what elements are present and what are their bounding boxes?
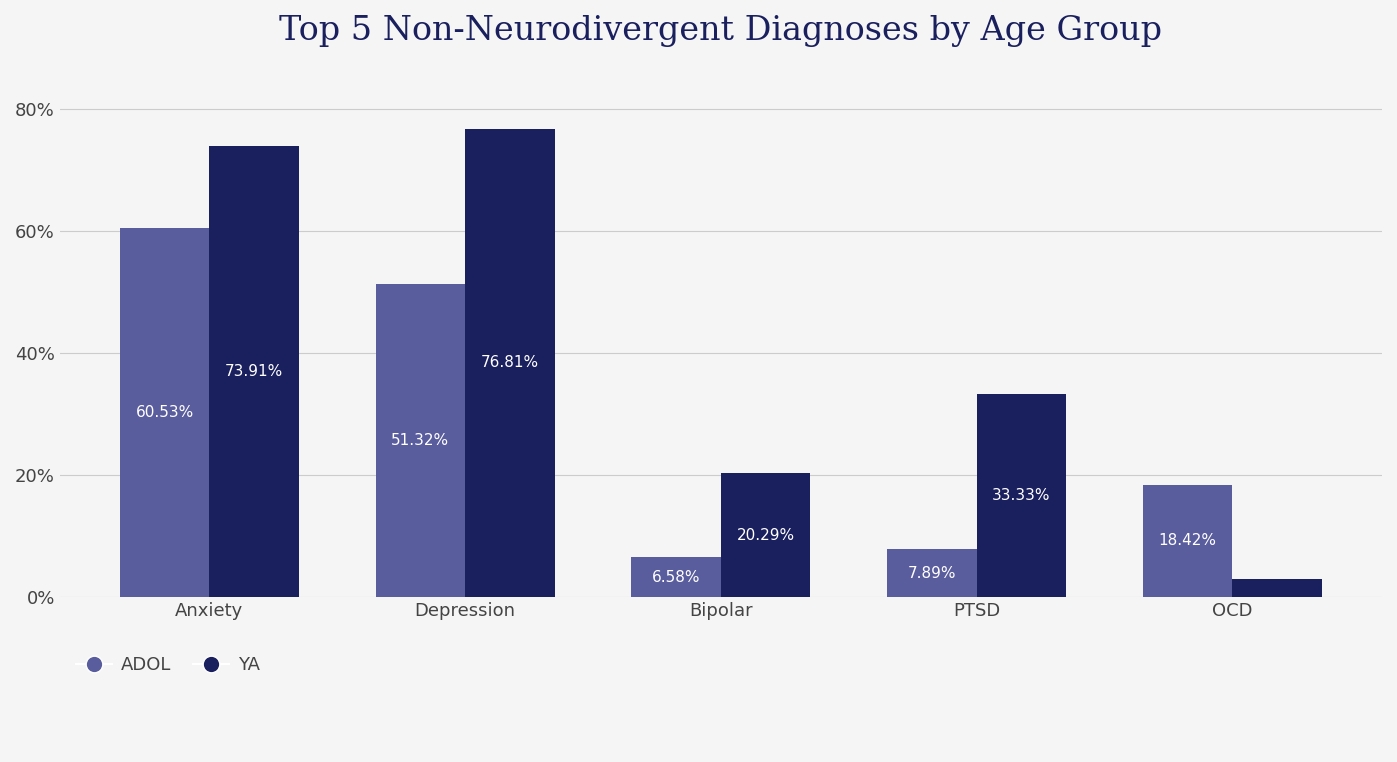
Text: 18.42%: 18.42%: [1158, 533, 1217, 549]
Title: Top 5 Non-Neurodivergent Diagnoses by Age Group: Top 5 Non-Neurodivergent Diagnoses by Ag…: [279, 15, 1162, 47]
Text: 51.32%: 51.32%: [391, 433, 450, 448]
Text: 33.33%: 33.33%: [992, 488, 1051, 503]
Bar: [1143, 485, 1232, 597]
Bar: [120, 228, 210, 597]
Bar: [721, 473, 810, 597]
Bar: [887, 549, 977, 597]
Bar: [977, 394, 1066, 597]
Text: 60.53%: 60.53%: [136, 405, 194, 420]
Bar: [1232, 579, 1322, 597]
Bar: [631, 557, 721, 597]
Text: 73.91%: 73.91%: [225, 364, 284, 379]
Bar: [465, 129, 555, 597]
Legend: ADOL, YA: ADOL, YA: [68, 649, 268, 681]
Text: 7.89%: 7.89%: [908, 565, 956, 581]
Bar: [376, 284, 465, 597]
Text: 76.81%: 76.81%: [481, 355, 539, 370]
Bar: [210, 146, 299, 597]
Text: 6.58%: 6.58%: [652, 569, 700, 584]
Text: 20.29%: 20.29%: [736, 528, 795, 543]
